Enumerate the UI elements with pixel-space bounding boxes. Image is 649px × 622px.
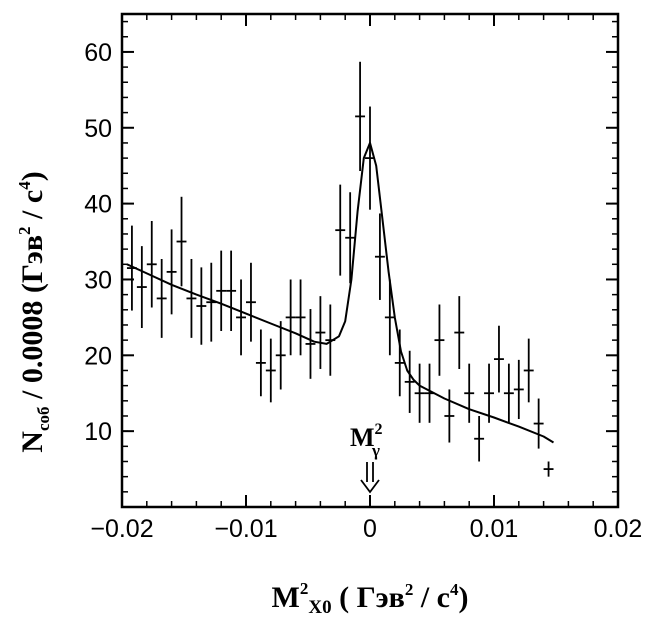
y-tick-label: 60: [84, 39, 112, 67]
data-point: [533, 398, 544, 449]
data-point: [315, 296, 326, 369]
data-points-group: [126, 61, 554, 477]
y-axis-title: Nсоб / 0.0008 (Гэв2 / c4): [15, 171, 53, 452]
data-point: [355, 61, 366, 172]
x-axis-title-main: M: [272, 581, 300, 614]
annotation-sup: 2: [375, 421, 383, 438]
data-point: [206, 262, 217, 342]
y-axis-title-sup2: 4: [15, 181, 34, 190]
data-point: [374, 213, 385, 300]
y-tick-label: 10: [84, 418, 112, 446]
data-point: [394, 329, 405, 397]
x-tick-label: −0.02: [90, 515, 153, 543]
data-point: [444, 389, 455, 443]
data-point: [454, 296, 465, 369]
data-point: [255, 329, 266, 397]
data-point: [434, 304, 445, 376]
x-tick-label: 0.01: [470, 515, 519, 543]
data-point: [404, 350, 415, 413]
y-axis-title-mid: / c: [16, 190, 49, 227]
data-point: [345, 192, 356, 284]
data-point: [503, 363, 514, 423]
x-tick-label: 0.02: [594, 515, 643, 543]
data-point: [494, 325, 504, 393]
y-axis-title-sup1: 2: [15, 226, 34, 235]
data-point: [325, 304, 336, 376]
down-arrow-icon: [360, 462, 380, 494]
annotation-label: M2: [350, 421, 383, 452]
data-point: [305, 309, 316, 379]
tick-labels-group: −0.02 −0.01 0 0.01 0.02 10 20 30 40 50 60: [84, 39, 642, 543]
data-point: [335, 184, 346, 276]
y-tick-label: 20: [84, 342, 112, 370]
y-tick-label: 40: [84, 191, 112, 219]
x-axis-title-units-sup1: 2: [405, 580, 414, 599]
y-axis-title-rest: / 0.0008 (Гэв: [16, 235, 49, 407]
data-point: [236, 279, 246, 356]
data-point: [196, 267, 207, 345]
data-point: [523, 338, 534, 403]
data-point: [246, 262, 256, 342]
svg-text:Nсоб / 0.0008 (Гэв2 / c4): Nсоб / 0.0008 (Гэв2 / c4): [15, 171, 53, 452]
data-point: [126, 225, 137, 311]
y-tick-label: 30: [84, 266, 112, 294]
data-point: [464, 363, 475, 423]
data-point: [513, 359, 524, 420]
data-point: [156, 258, 167, 338]
data-point: [265, 338, 276, 403]
data-point: [226, 250, 237, 332]
x-axis-title-units-mid: / c: [413, 581, 450, 614]
annotation-sub: γ: [371, 441, 380, 460]
x-tick-label: −0.01: [214, 515, 277, 543]
x-axis-title-sup: 2: [300, 579, 309, 598]
data-point: [186, 258, 197, 338]
data-point: [285, 279, 296, 356]
x-axis-title-units-sup2: 4: [450, 580, 459, 599]
data-point: [365, 106, 375, 210]
data-point: [384, 279, 395, 356]
data-point: [216, 250, 227, 332]
x-axis-title: M2X0 ( Гэв2 / c4): [272, 579, 469, 618]
x-axis-title-sub: X0: [308, 597, 331, 618]
data-point: [176, 196, 187, 287]
y-tick-label: 50: [84, 115, 112, 143]
data-point: [474, 415, 485, 462]
axis-ticks-group: [121, 14, 619, 507]
annotation-main: M: [350, 423, 375, 452]
data-point: [543, 461, 554, 477]
data-point: [424, 363, 435, 423]
data-point: [166, 229, 177, 315]
annotation-m-gamma: M2 γ: [350, 421, 383, 494]
data-point: [136, 246, 147, 329]
data-point: [484, 363, 494, 423]
data-point: [146, 221, 157, 308]
y-axis-title-close: ): [16, 171, 49, 181]
x-tick-label: 0: [363, 515, 377, 543]
x-axis-title-units-open: ( Гэв: [332, 581, 405, 614]
data-point: [414, 363, 425, 423]
data-point: [275, 321, 286, 390]
y-axis-title-sub: соб: [34, 407, 53, 432]
data-point: [295, 279, 306, 356]
x-axis-title-units-close: ): [458, 581, 468, 614]
y-axis-title-main: N: [16, 431, 49, 453]
